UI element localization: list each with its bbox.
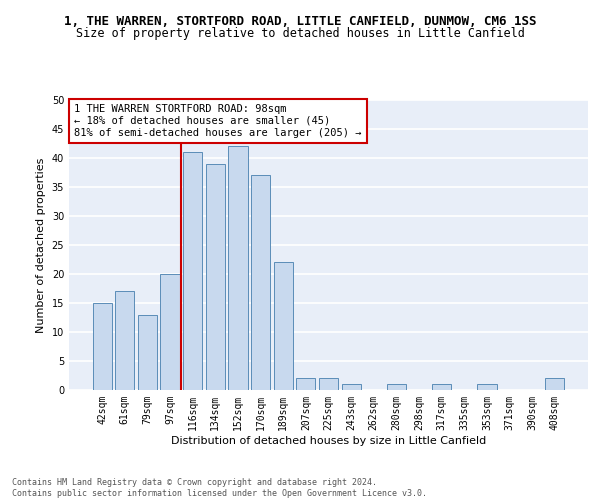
Bar xyxy=(341,384,361,390)
Text: Size of property relative to detached houses in Little Canfield: Size of property relative to detached ho… xyxy=(76,28,524,40)
Bar xyxy=(138,314,157,390)
Bar xyxy=(387,384,406,390)
X-axis label: Distribution of detached houses by size in Little Canfield: Distribution of detached houses by size … xyxy=(171,436,486,446)
Bar xyxy=(251,176,270,390)
Bar xyxy=(183,152,202,390)
Bar xyxy=(160,274,180,390)
Bar xyxy=(545,378,565,390)
Bar xyxy=(477,384,497,390)
Bar xyxy=(296,378,316,390)
Text: 1 THE WARREN STORTFORD ROAD: 98sqm
← 18% of detached houses are smaller (45)
81%: 1 THE WARREN STORTFORD ROAD: 98sqm ← 18%… xyxy=(74,104,362,138)
Text: Contains HM Land Registry data © Crown copyright and database right 2024.
Contai: Contains HM Land Registry data © Crown c… xyxy=(12,478,427,498)
Bar xyxy=(206,164,225,390)
Bar xyxy=(229,146,248,390)
Bar xyxy=(432,384,451,390)
Bar xyxy=(274,262,293,390)
Text: 1, THE WARREN, STORTFORD ROAD, LITTLE CANFIELD, DUNMOW, CM6 1SS: 1, THE WARREN, STORTFORD ROAD, LITTLE CA… xyxy=(64,15,536,28)
Bar xyxy=(319,378,338,390)
Y-axis label: Number of detached properties: Number of detached properties xyxy=(36,158,46,332)
Bar xyxy=(92,303,112,390)
Bar xyxy=(115,292,134,390)
